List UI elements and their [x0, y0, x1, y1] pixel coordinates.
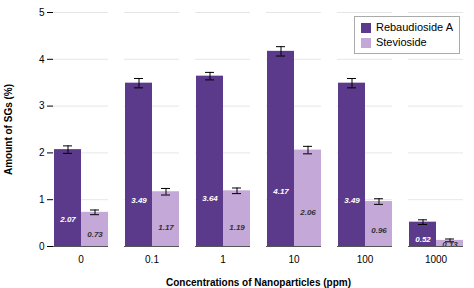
svg-text:0: 0: [39, 241, 45, 252]
html-text:Rebaudioside A: Rebaudioside A: [375, 21, 453, 33]
svg-text:Amount of SGs (%): Amount of SGs (%): [3, 84, 14, 175]
svg-text:0.1: 0.1: [145, 254, 159, 265]
svg-text:2.07: 2.07: [59, 215, 76, 224]
svg-text:3: 3: [39, 100, 45, 111]
svg-text:1: 1: [220, 254, 226, 265]
svg-text:0.73: 0.73: [87, 230, 103, 239]
svg-text:1: 1: [39, 194, 45, 205]
svg-text:2: 2: [39, 147, 45, 158]
svg-text:10: 10: [288, 254, 300, 265]
svg-text:0.96: 0.96: [371, 226, 387, 235]
svg-text:4: 4: [39, 54, 45, 65]
svg-text:1.19: 1.19: [229, 223, 245, 232]
svg-text:5: 5: [39, 7, 45, 18]
svg-text:2.06: 2.06: [299, 208, 316, 217]
svg-text:1000: 1000: [425, 254, 448, 265]
svg-text:4.17: 4.17: [272, 187, 289, 196]
svg-text:3.49: 3.49: [131, 196, 147, 205]
html-text:Stevioside: Stevioside: [375, 36, 427, 48]
svg-text:0.52: 0.52: [415, 235, 431, 244]
svg-text:3.49: 3.49: [344, 196, 360, 205]
svg-text:1.17: 1.17: [158, 223, 174, 232]
svg-text:Concentrations of Nanoparticle: Concentrations of Nanoparticles (ppm): [166, 277, 351, 288]
svg-text:0: 0: [78, 254, 84, 265]
svg-text:3.64: 3.64: [202, 194, 218, 203]
svg-text:0.13: 0.13: [442, 240, 458, 249]
svg-text:100: 100: [357, 254, 374, 265]
